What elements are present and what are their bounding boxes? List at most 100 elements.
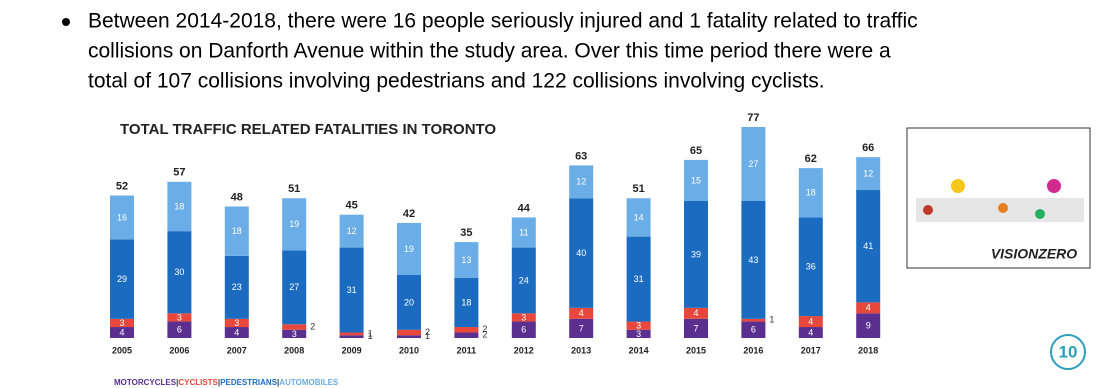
bar-segment	[110, 327, 134, 338]
value-label: 3	[636, 321, 641, 331]
bullet-text: total of 107 collisions involving pedest…	[88, 70, 825, 93]
bar-segment	[397, 329, 421, 336]
total-label: 51	[632, 183, 644, 195]
x-tick-label: 2008	[284, 345, 304, 355]
value-label: 4	[119, 327, 124, 337]
total-label: 35	[460, 227, 472, 239]
value-label: 6	[751, 325, 756, 335]
value-label: 2	[310, 321, 315, 331]
x-tick-label: 2015	[686, 345, 706, 355]
x-tick-label: 2006	[169, 345, 189, 355]
value-label: 3	[636, 329, 641, 339]
bar-segment	[569, 318, 594, 338]
legend-separator: |	[218, 378, 220, 387]
bar-segment	[454, 242, 479, 278]
icon	[998, 203, 1008, 213]
value-label: 39	[691, 249, 701, 259]
total-label: 44	[518, 202, 531, 214]
value-label: 12	[347, 226, 357, 236]
value-label: 18	[461, 297, 471, 307]
bar-segment	[167, 231, 192, 314]
bar-segment	[626, 321, 651, 330]
icon	[951, 179, 965, 193]
value-label: 6	[177, 325, 182, 335]
bar-segment	[397, 222, 421, 275]
value-label: 1	[368, 331, 373, 341]
bar-segment	[224, 206, 249, 256]
value-label: 18	[806, 188, 816, 198]
value-label: 3	[292, 329, 297, 339]
x-tick-label: 2007	[227, 345, 247, 355]
x-tick-label: 2011	[457, 345, 477, 355]
bar-segment	[741, 321, 766, 338]
bar-segment	[684, 307, 708, 319]
value-label: 1	[368, 328, 373, 338]
value-label: 12	[576, 177, 586, 187]
bar-segment	[741, 127, 766, 201]
total-label: 51	[288, 183, 300, 195]
chart-title: TOTAL TRAFFIC RELATED FATALITIES IN TORO…	[120, 121, 496, 138]
value-label: 1	[425, 331, 430, 341]
legend-separator: |	[176, 378, 178, 387]
value-label: 12	[863, 168, 873, 178]
thumbnail-logo: VISIONZERO	[991, 246, 1077, 262]
bar-segment	[167, 321, 192, 338]
value-label: 4	[579, 308, 584, 318]
bar-segment	[626, 236, 651, 322]
bar-segment	[511, 247, 536, 314]
value-label: 11	[519, 227, 528, 237]
value-label: 19	[404, 244, 414, 254]
value-label: 3	[119, 318, 124, 328]
value-label: 27	[748, 159, 758, 169]
x-tick-label: 2012	[514, 345, 534, 355]
slide-number: 10	[1059, 342, 1078, 361]
value-label: 24	[519, 275, 529, 285]
bar-segment	[110, 239, 134, 319]
legend-entry: PEDESTRIANS	[220, 378, 278, 387]
value-label: 9	[866, 321, 871, 331]
thumbnail: VISIONZERO	[906, 127, 1091, 269]
value-label: 23	[232, 282, 242, 292]
x-tick-label: 2018	[858, 345, 878, 355]
bar-segment	[569, 307, 594, 319]
bar-segment	[684, 201, 708, 308]
x-tick-label: 2017	[801, 345, 821, 355]
bar-segment	[454, 327, 479, 333]
value-label: 4	[808, 327, 813, 337]
bar-segment	[110, 318, 134, 328]
x-tick-label: 2009	[342, 345, 362, 355]
bar-segment	[167, 181, 192, 232]
legend-entry: CYCLISTS	[178, 378, 218, 387]
icon	[923, 205, 933, 215]
value-label: 4	[234, 327, 239, 337]
value-label: 27	[289, 282, 299, 292]
value-label: 14	[634, 212, 644, 222]
bar-segment	[856, 190, 881, 303]
bar-segment	[339, 214, 364, 248]
value-label: 4	[866, 303, 871, 313]
bar-segment	[397, 335, 421, 338]
legend: MOTORCYCLES|CYCLISTS|PEDESTRIANS|AUTOMOB…	[114, 378, 339, 387]
value-label: 36	[806, 262, 816, 272]
bar-segment	[224, 327, 249, 338]
value-label: 16	[117, 212, 127, 222]
value-label: 2	[482, 324, 487, 334]
value-label: 4	[808, 316, 813, 326]
value-label: 40	[576, 248, 586, 258]
bar-segment	[684, 159, 708, 201]
value-label: 20	[404, 297, 414, 307]
bar-segment	[798, 168, 823, 218]
value-label: 18	[232, 226, 242, 236]
bar-segment	[626, 329, 651, 338]
bar-segment	[798, 327, 823, 338]
value-label: 31	[347, 285, 357, 295]
bar-segment	[167, 313, 192, 322]
value-label: 29	[117, 274, 127, 284]
value-label: 3	[234, 318, 239, 328]
page-badge	[1050, 334, 1086, 370]
value-label: 18	[174, 201, 184, 211]
bar-segment	[741, 318, 766, 322]
value-label: 2	[425, 327, 430, 337]
bar-segment	[454, 277, 479, 328]
